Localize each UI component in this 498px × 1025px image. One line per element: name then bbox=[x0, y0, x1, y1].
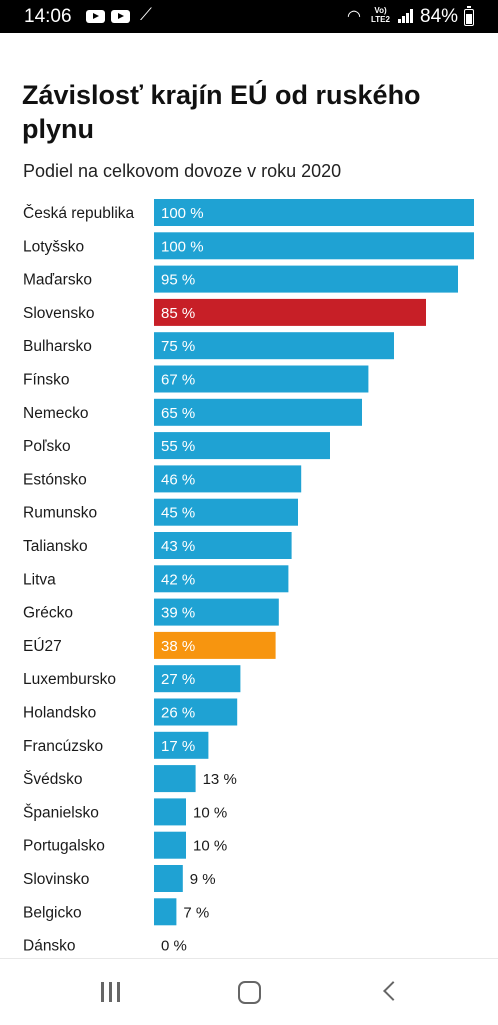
category-label-belgicko: Belgicko bbox=[23, 904, 82, 921]
value-label-estonsko: 46 % bbox=[161, 471, 195, 488]
wifi-icon: ◠ bbox=[347, 8, 361, 25]
bar-nemecko bbox=[154, 398, 362, 426]
status-bar: 14:06 ⟋ ◠ Vo) LTE2 84% bbox=[0, 0, 498, 33]
bar-taliansko bbox=[154, 532, 292, 559]
bar-francuzsko bbox=[154, 731, 209, 759]
category-label-taliansko: Taliansko bbox=[23, 538, 88, 555]
category-label-madarsko: Maďarsko bbox=[23, 272, 92, 289]
category-label-nemecko: Nemecko bbox=[23, 405, 88, 422]
status-time: 14:06 bbox=[24, 6, 72, 27]
back-icon[interactable] bbox=[383, 981, 403, 1001]
magic-wand-icon: ⟋ bbox=[140, 5, 152, 24]
home-icon[interactable] bbox=[238, 981, 261, 1004]
volte-line2: LTE2 bbox=[371, 15, 390, 24]
value-label-madarsko: 95 % bbox=[161, 272, 195, 289]
bar-chart: Česká republika 100 % Lotyšsko 100 % Maďarsk… bbox=[23, 199, 474, 955]
bar-belgicko bbox=[154, 898, 177, 926]
bar-slovinsko bbox=[154, 865, 183, 892]
category-label-litva: Litva bbox=[23, 571, 56, 588]
category-label-ceska-republika: Česká republika bbox=[23, 205, 135, 222]
value-label-taliansko: 43 % bbox=[161, 538, 195, 555]
volte-line1: Vo) bbox=[374, 6, 387, 15]
category-label-dansko: Dánsko bbox=[23, 938, 76, 955]
bar-portugalsko bbox=[154, 831, 186, 859]
navigation-bar bbox=[0, 958, 498, 1025]
value-label-portugalsko: 10 % bbox=[193, 838, 227, 855]
value-label-slovensko: 85 % bbox=[161, 305, 195, 322]
value-label-spanielsko: 10 % bbox=[193, 804, 227, 821]
category-label-luxembursko: Luxembursko bbox=[23, 671, 116, 688]
youtube-icon bbox=[86, 10, 105, 23]
bar-finsko bbox=[154, 365, 369, 393]
bar-grecko bbox=[154, 598, 279, 626]
bar-estonsko bbox=[154, 465, 302, 493]
signal-icon bbox=[398, 9, 414, 23]
value-label-holandsko: 26 % bbox=[161, 705, 195, 722]
category-label-slovinsko: Slovinsko bbox=[23, 871, 89, 888]
value-label-finsko: 67 % bbox=[161, 372, 195, 389]
battery-percent: 84% bbox=[420, 6, 459, 27]
category-label-portugalsko: Portugalsko bbox=[23, 838, 105, 855]
bar-lotyssko bbox=[154, 232, 474, 260]
value-label-svedsko: 13 % bbox=[203, 771, 237, 788]
bar-rumunsko bbox=[154, 498, 298, 526]
bar-luxembursko bbox=[154, 665, 241, 693]
value-label-dansko: 0 % bbox=[161, 938, 187, 955]
category-label-slovensko: Slovensko bbox=[23, 305, 95, 322]
category-label-bulharsko: Bulharsko bbox=[23, 338, 92, 355]
value-label-grecko: 39 % bbox=[161, 605, 195, 622]
category-label-finsko: Fínsko bbox=[23, 372, 70, 389]
value-label-francuzsko: 17 % bbox=[161, 738, 195, 755]
volte-icon: Vo) LTE2 bbox=[371, 6, 390, 24]
bar-spanielsko bbox=[154, 798, 186, 826]
category-label-polsko: Poľsko bbox=[23, 438, 71, 455]
value-label-slovinsko: 9 % bbox=[190, 871, 216, 888]
category-label-grecko: Grécko bbox=[23, 605, 73, 622]
value-label-ceska-republika: 100 % bbox=[161, 205, 204, 222]
value-label-litva: 42 % bbox=[161, 571, 195, 588]
bar-litva bbox=[154, 565, 289, 593]
category-label-rumunsko: Rumunsko bbox=[23, 505, 97, 522]
category-label-francuzsko: Francúzsko bbox=[23, 738, 103, 755]
bar-slovensko bbox=[154, 298, 426, 326]
category-label-estonsko: Estónsko bbox=[23, 471, 87, 488]
value-label-nemecko: 65 % bbox=[161, 405, 195, 422]
bar-polsko bbox=[154, 432, 330, 460]
value-label-rumunsko: 45 % bbox=[161, 505, 195, 522]
value-label-eu27: 38 % bbox=[161, 638, 195, 655]
category-label-svedsko: Švédsko bbox=[23, 771, 82, 788]
value-label-polsko: 55 % bbox=[161, 438, 195, 455]
bar-eu27 bbox=[154, 631, 276, 659]
category-label-holandsko: Holandsko bbox=[23, 705, 96, 722]
bar-holandsko bbox=[154, 698, 238, 726]
chart-title: Závislosť krajín EÚ od ruského plynu bbox=[22, 80, 421, 144]
bar-ceska-republika bbox=[154, 199, 474, 226]
category-label-spanielsko: Španielsko bbox=[23, 804, 99, 821]
category-label-lotyssko: Lotyšsko bbox=[23, 238, 84, 255]
youtube-icon bbox=[111, 10, 130, 23]
bar-bulharsko bbox=[154, 332, 394, 360]
bar-madarsko bbox=[154, 265, 458, 293]
recent-apps-icon[interactable] bbox=[101, 982, 121, 1002]
battery-icon bbox=[464, 6, 474, 26]
chart-subtitle: Podiel na celkovom dovoze v roku 2020 bbox=[23, 161, 342, 181]
value-label-bulharsko: 75 % bbox=[161, 338, 195, 355]
value-label-lotyssko: 100 % bbox=[161, 238, 204, 255]
category-label-eu27: EÚ27 bbox=[23, 638, 62, 655]
value-label-luxembursko: 27 % bbox=[161, 671, 195, 688]
value-label-belgicko: 7 % bbox=[183, 904, 209, 921]
bar-svedsko bbox=[154, 765, 196, 793]
